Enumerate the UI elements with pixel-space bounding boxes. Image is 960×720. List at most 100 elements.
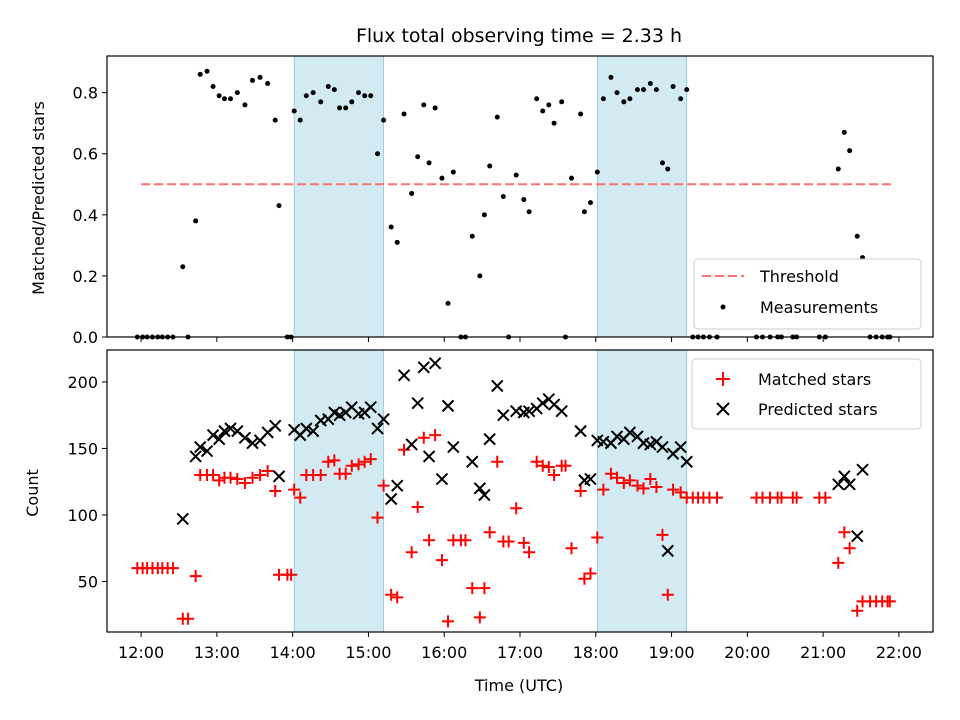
measurement-point	[494, 114, 500, 120]
measurement-point	[627, 96, 633, 102]
measurements-legend-label: Measurements	[760, 298, 878, 317]
matched-star-point	[435, 554, 448, 567]
matched-star-point	[294, 491, 307, 504]
predicted-star-point	[422, 450, 436, 463]
measurement-point	[381, 117, 387, 123]
matched-star-point	[285, 568, 298, 581]
matched-star-point	[565, 542, 578, 555]
predicted-star-point	[200, 444, 214, 458]
matched-star-point	[584, 567, 597, 580]
matched-star-point	[548, 469, 561, 482]
predicted-star-point	[680, 455, 693, 468]
predicted-star-point	[246, 436, 259, 450]
matched-star-point	[578, 572, 591, 585]
measurement-point	[325, 84, 331, 90]
threshold-legend-label: Threshold	[759, 267, 839, 286]
measurement-point	[653, 87, 659, 93]
measurement-point	[526, 209, 532, 215]
predicted-star-point	[306, 424, 320, 438]
predicted-star-point	[300, 422, 313, 435]
measurement-point	[439, 175, 445, 181]
predicted-star-point	[371, 422, 384, 435]
top-y-tick-label: 0.4	[73, 206, 98, 225]
measurement-point	[362, 93, 368, 99]
predicted-star-point	[466, 455, 479, 468]
measurement-point	[197, 71, 203, 77]
matched-star-point	[254, 469, 267, 482]
measurement-point	[193, 218, 199, 224]
measurement-point	[249, 77, 255, 83]
matched-star-point	[530, 455, 543, 468]
matched-star-point	[610, 471, 623, 484]
top-legend: Threshold Measurements	[693, 258, 922, 330]
measurement-point	[641, 87, 647, 93]
measurement-point	[349, 99, 355, 105]
matched-star-point	[623, 474, 636, 487]
predicted-star-point	[497, 408, 510, 422]
matched-star-point	[536, 459, 549, 472]
top-x-tick-marks	[140, 337, 900, 342]
matched-star-point	[591, 531, 604, 544]
measurement-point	[665, 166, 671, 172]
predicted-legend-swatch	[716, 402, 730, 416]
predicted-star-point	[411, 397, 424, 410]
predicted-star-point	[397, 369, 411, 382]
measurement-point	[500, 194, 506, 199]
bottom-legend-box	[691, 358, 922, 430]
measurement-point	[310, 90, 316, 96]
matched-star-point	[574, 485, 587, 497]
bottom-y-axis-label: Count	[23, 469, 42, 517]
measurement-point	[426, 160, 432, 166]
predicted-star-point	[206, 428, 220, 442]
measurement-point	[578, 111, 584, 117]
matched-star-point	[246, 471, 259, 484]
predicted-star-point	[447, 440, 460, 454]
measurement-point	[375, 151, 381, 157]
matched-star-point	[345, 459, 358, 472]
predicted-star-point	[623, 426, 637, 439]
matched-star-point	[478, 582, 491, 595]
measurement-point	[265, 80, 271, 86]
measurement-point	[388, 224, 394, 230]
matched-star-point	[322, 455, 335, 468]
measurements-legend-swatch	[720, 304, 726, 310]
matched-star-point	[166, 562, 179, 575]
predicted-star-point	[555, 404, 568, 418]
matched-star-point	[502, 535, 515, 548]
top-y-axis-label: Matched/Predicted stars	[29, 101, 48, 295]
matched-star-point	[377, 479, 390, 492]
measurement-point	[487, 163, 493, 169]
predicted-star-point	[584, 472, 597, 486]
matched-star-point	[466, 582, 479, 595]
x-axis-label: Time (UTC)	[474, 676, 563, 695]
matched-star-point	[843, 542, 856, 555]
x-tick-label: 22:00	[876, 643, 922, 662]
measurement-point	[432, 105, 438, 111]
matched-star-point	[429, 429, 442, 442]
predicted-star-point	[843, 478, 856, 491]
matched-star-point	[328, 454, 341, 467]
predicted-star-point	[473, 482, 487, 495]
predicted-star-point	[574, 424, 587, 438]
matched-star-point	[385, 588, 398, 601]
top-shade-band-1	[596, 55, 688, 338]
chart-title: Flux total observing time = 2.33 h	[356, 25, 682, 47]
matched-star-point	[790, 491, 803, 504]
measurement-point	[534, 96, 540, 102]
predicted-star-point	[435, 472, 449, 486]
measurement-point	[394, 239, 400, 245]
measurement-point	[540, 108, 546, 114]
x-tick-label: 13:00	[194, 643, 240, 662]
x-tick-label: 12:00	[118, 643, 164, 662]
matched-star-point	[523, 546, 536, 559]
matched-star-point	[459, 534, 472, 547]
predicted-star-point	[391, 479, 404, 492]
measurement-point	[835, 166, 841, 172]
matched-star-point	[314, 469, 327, 482]
measurement-point	[546, 102, 552, 108]
measurement-point	[337, 105, 343, 111]
predicted-star-point	[522, 404, 536, 418]
x-tick-label: 21:00	[800, 643, 846, 662]
x-tick-label: 15:00	[345, 643, 391, 662]
